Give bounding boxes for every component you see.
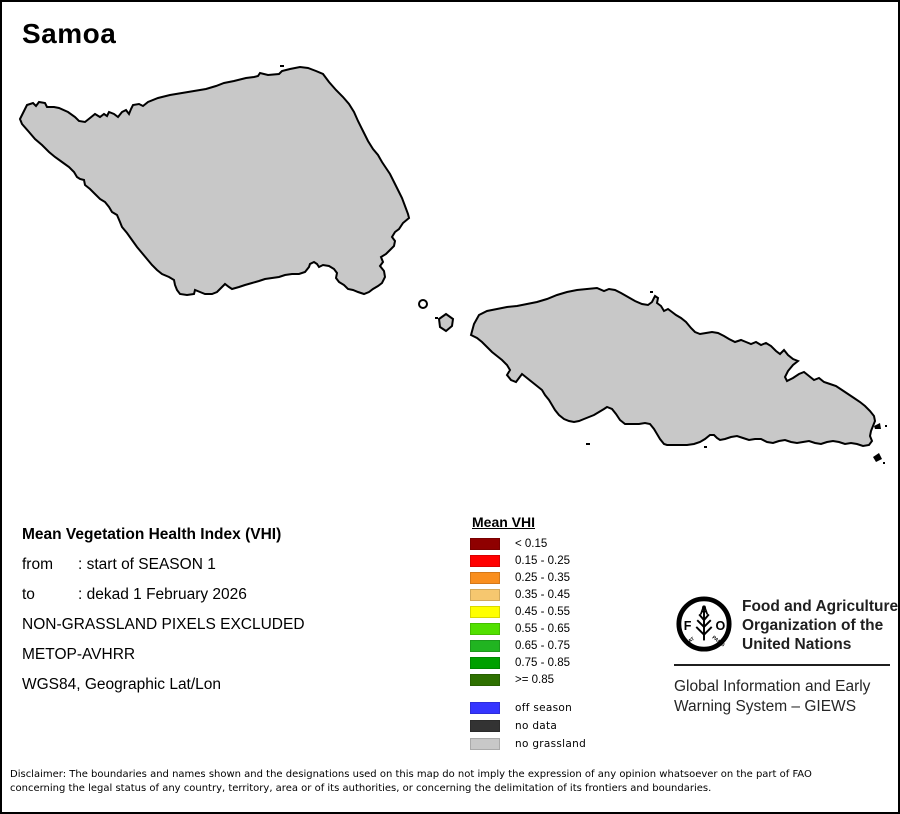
disclaimer-line: Disclaimer: The boundaries and names sho…	[10, 769, 812, 780]
legend-label: < 0.15	[515, 538, 548, 550]
map-info-block: Mean Vegetation Health Index (VHI) from:…	[22, 520, 452, 700]
disclaimer-line: concerning the legal status of any count…	[10, 783, 712, 794]
legend-label: no data	[515, 720, 558, 732]
info-note-sensor: METOP-AVHRR	[22, 646, 136, 663]
island-apolima	[418, 299, 428, 309]
giews-line: Global Information and Early	[674, 678, 871, 695]
info-from-value: : start of SEASON 1	[78, 556, 216, 573]
fao-org-line: Organization of the	[742, 617, 884, 634]
fao-letter-o: O	[716, 619, 726, 633]
giews-caption: Global Information and Early Warning Sys…	[674, 677, 870, 717]
info-to-value: : dekad 1 February 2026	[78, 586, 247, 603]
fao-org-name: Food and Agriculture Organization of the…	[742, 597, 898, 654]
legend-label: 0.45 - 0.55	[515, 606, 570, 618]
legend-swatch	[470, 657, 500, 669]
legend-label: 0.25 - 0.35	[515, 572, 570, 584]
legend-swatch	[470, 555, 500, 567]
giews-line: Warning System – GIEWS	[674, 698, 857, 715]
legend-label: off season	[515, 702, 573, 714]
fao-divider-line	[674, 664, 890, 666]
legend-label: no grassland	[515, 738, 587, 750]
legend-swatch	[470, 538, 500, 550]
info-to-label: to	[22, 586, 35, 603]
fao-logo: F A O FIAT PANIS	[676, 596, 732, 652]
info-note-projection: WGS84, Geographic Lat/Lon	[22, 676, 222, 693]
island-upolu	[469, 286, 877, 448]
legend-label: 0.75 - 0.85	[515, 657, 570, 669]
info-note-pixels: NON-GRASSLAND PIXELS EXCLUDED	[22, 616, 305, 633]
legend-swatch	[470, 623, 500, 635]
info-heading: Mean Vegetation Health Index (VHI)	[22, 526, 282, 543]
wheat-ear-icon	[695, 605, 713, 641]
legend-swatch	[470, 738, 500, 750]
legend-swatch	[470, 589, 500, 601]
legend-swatch	[470, 640, 500, 652]
fao-motto-fiat: FIAT	[684, 636, 696, 647]
islet-marks	[280, 65, 887, 464]
map-canvas	[18, 65, 887, 464]
legend-label: 0.15 - 0.25	[515, 555, 570, 567]
info-from-line: from : start of SEASON 1	[22, 550, 452, 580]
fao-letter-a: A	[699, 603, 708, 617]
page-title: Samoa	[22, 18, 117, 49]
legend-swatch	[470, 572, 500, 584]
legend-label: >= 0.85	[515, 674, 555, 686]
fao-letter-f: F	[684, 619, 692, 633]
legend-title: Mean VHI	[472, 514, 536, 530]
legend-label: 0.55 - 0.65	[515, 623, 570, 635]
fao-org-line: Food and Agriculture	[742, 598, 899, 615]
island-savaii	[18, 65, 411, 297]
legend: Mean VHI < 0.15 0.15 - 0.25 0.25 - 0.35 …	[470, 514, 640, 764]
fao-org-line: United Nations	[742, 636, 852, 653]
legend-swatch	[470, 606, 500, 618]
disclaimer: Disclaimer: The boundaries and names sho…	[10, 768, 896, 796]
legend-swatch	[470, 674, 500, 686]
legend-swatch	[470, 702, 500, 714]
info-to-line: to : dekad 1 February 2026	[22, 580, 452, 610]
legend-label: 0.35 - 0.45	[515, 589, 570, 601]
legend-label: 0.65 - 0.75	[515, 640, 570, 652]
legend-swatch	[470, 720, 500, 732]
info-from-label: from	[22, 556, 53, 573]
island-manono	[437, 312, 455, 333]
